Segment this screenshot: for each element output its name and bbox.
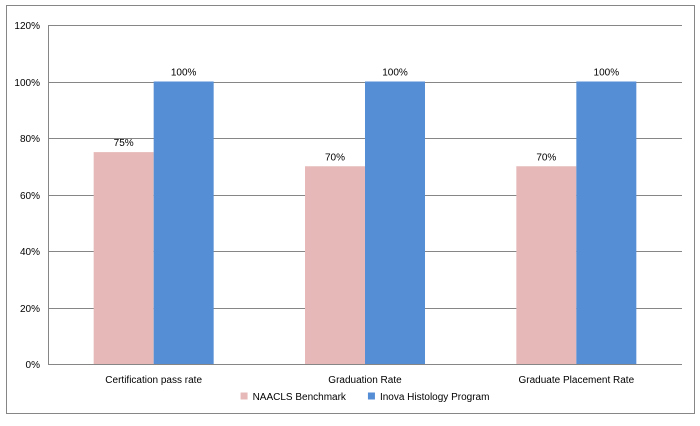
legend-label: NAACLS Benchmark: [253, 392, 347, 403]
legend-swatch: [240, 392, 248, 400]
data-label: 100%: [594, 68, 620, 79]
bar: [305, 166, 365, 364]
y-tick-label: 0%: [26, 360, 41, 371]
y-tick-label: 60%: [20, 191, 40, 202]
data-label: 100%: [171, 68, 197, 79]
bar: [365, 81, 425, 364]
bars: [93, 81, 637, 364]
legend-label: Inova Histology Program: [380, 392, 490, 403]
y-tick-label: 40%: [20, 247, 40, 258]
x-category-label: Graduation Rate: [328, 375, 402, 386]
y-tick-label: 80%: [20, 134, 40, 145]
bar: [576, 81, 637, 364]
y-tick-label: 20%: [20, 304, 40, 315]
y-tick-label: 100%: [14, 78, 40, 89]
y-axis-ticks: 0% 20% 40% 60% 80% 100% 120%: [14, 21, 40, 371]
bar: [516, 166, 577, 364]
data-label: 100%: [382, 68, 408, 79]
x-axis-categories: Certification pass rate Graduation Rate Gr…: [105, 375, 634, 386]
data-label: 70%: [536, 152, 556, 163]
x-category-label: Graduate Placement Rate: [519, 375, 635, 386]
legend: NAACLS Benchmark Inova Histology Program: [240, 392, 490, 403]
x-category-label: Certification pass rate: [105, 375, 202, 386]
bar: [93, 152, 154, 364]
data-labels: 75% 100% 70% 100% 70% 100%: [114, 68, 620, 164]
y-tick-label: 120%: [14, 21, 40, 32]
data-label: 75%: [114, 138, 134, 149]
data-label: 70%: [325, 152, 345, 163]
bar: [153, 81, 214, 364]
legend-swatch: [367, 392, 375, 400]
